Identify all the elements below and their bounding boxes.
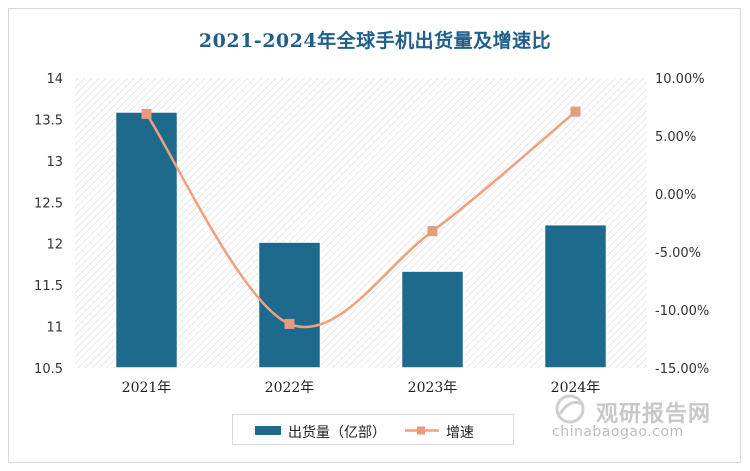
y-left-tick: 12 [46,238,63,253]
watermark-text: 观研报告网 [596,402,712,427]
y-right-tick: -15.00% [655,362,709,377]
y-left-tick: 13 [46,155,63,170]
y-right-tick: 10.00% [655,72,705,87]
y-right-tick: 0.00% [655,188,696,203]
chart-title: 2021-2024年全球手机出货量及增速比 [198,30,552,52]
growth-point-1 [141,108,152,119]
watermark: 观研报告网 chinabaogao.com [552,394,727,446]
growth-line [145,110,577,329]
y-right-tick: 5.00% [655,130,696,145]
bar-4 [543,223,608,369]
watermark-logo-icon [555,394,585,424]
growth-point-3 [427,226,438,237]
watermark-url: chinabaogao.com [552,424,684,440]
x-tick: 2024年 [551,380,601,396]
x-tick: 2023年 [408,380,458,396]
x-tick: 2022年 [265,380,315,396]
y-left-tick: 11 [46,321,63,336]
legend-line-marker [417,426,425,435]
y-left-tick: 10.5 [34,362,63,377]
legend: 出货量（亿部） 增速 [232,414,514,445]
x-tick: 2021年 [122,380,172,396]
bar-1 [114,111,179,369]
bar-2 [257,241,322,369]
y-left-tick: 13.5 [34,113,63,128]
bar-3 [400,270,465,369]
y-right-tick: -5.00% [655,246,701,261]
y-left-tick: 12.5 [34,196,63,211]
y-left-tick: 11.5 [34,279,63,294]
legend-bar-swatch [255,426,281,435]
legend-label-growth: 增速 [446,425,474,441]
growth-point-2 [284,318,295,329]
legend-label-shipments: 出货量（亿部） [288,425,386,441]
y-left-tick: 14 [46,72,63,87]
growth-point-4 [570,106,581,117]
y-right-tick: -10.00% [655,304,709,319]
